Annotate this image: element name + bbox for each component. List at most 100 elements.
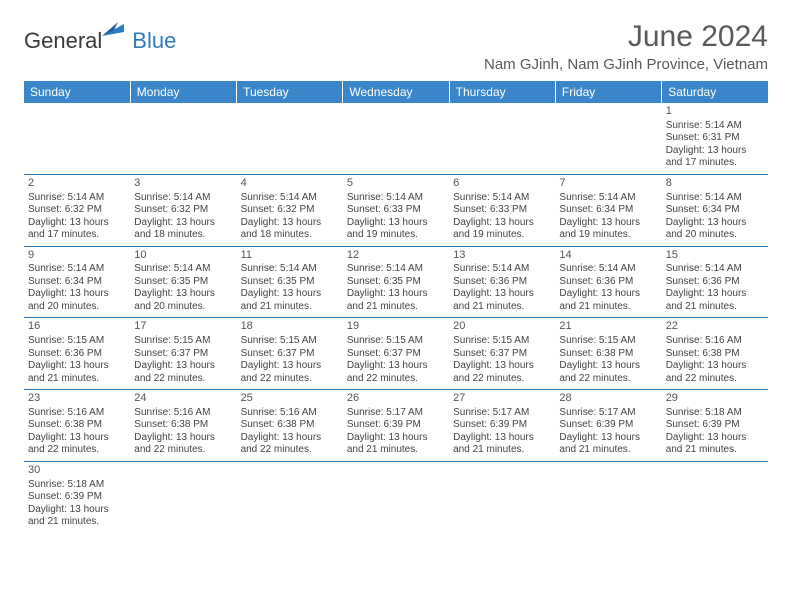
header: General Blue June 2024 Nam GJinh, Nam GJ… (24, 20, 768, 73)
day-info: Sunrise: 5:14 AMSunset: 6:33 PMDaylight:… (347, 192, 445, 242)
weekday-header: Thursday (449, 81, 555, 103)
day-number: 16 (28, 320, 126, 334)
day-info: Sunrise: 5:15 AMSunset: 6:37 PMDaylight:… (134, 335, 232, 385)
day-info: Sunrise: 5:14 AMSunset: 6:32 PMDaylight:… (28, 192, 126, 242)
calendar-body: 1Sunrise: 5:14 AMSunset: 6:31 PMDaylight… (24, 103, 768, 533)
title-block: June 2024 Nam GJinh, Nam GJinh Province,… (484, 20, 768, 73)
day-number: 9 (28, 249, 126, 263)
day-info: Sunrise: 5:15 AMSunset: 6:37 PMDaylight:… (347, 335, 445, 385)
day-info: Sunrise: 5:17 AMSunset: 6:39 PMDaylight:… (347, 407, 445, 457)
calendar-cell (662, 461, 768, 532)
day-info: Sunrise: 5:14 AMSunset: 6:36 PMDaylight:… (559, 263, 657, 313)
day-info: Sunrise: 5:14 AMSunset: 6:35 PMDaylight:… (134, 263, 232, 313)
day-number: 17 (134, 320, 232, 334)
calendar-cell: 25Sunrise: 5:16 AMSunset: 6:38 PMDayligh… (237, 390, 343, 462)
calendar-cell: 11Sunrise: 5:14 AMSunset: 6:35 PMDayligh… (237, 246, 343, 318)
page-title: June 2024 (484, 20, 768, 54)
day-number: 3 (134, 177, 232, 191)
calendar-cell: 19Sunrise: 5:15 AMSunset: 6:37 PMDayligh… (343, 318, 449, 390)
calendar-cell (130, 103, 236, 174)
day-number: 29 (666, 392, 764, 406)
day-info: Sunrise: 5:14 AMSunset: 6:34 PMDaylight:… (559, 192, 657, 242)
calendar-cell: 26Sunrise: 5:17 AMSunset: 6:39 PMDayligh… (343, 390, 449, 462)
brand-text-2: Blue (132, 28, 176, 54)
calendar-row: 9Sunrise: 5:14 AMSunset: 6:34 PMDaylight… (24, 246, 768, 318)
day-info: Sunrise: 5:18 AMSunset: 6:39 PMDaylight:… (28, 479, 126, 529)
calendar-cell: 20Sunrise: 5:15 AMSunset: 6:37 PMDayligh… (449, 318, 555, 390)
day-number: 4 (241, 177, 339, 191)
day-number: 1 (666, 105, 764, 119)
day-info: Sunrise: 5:14 AMSunset: 6:33 PMDaylight:… (453, 192, 551, 242)
weekday-header: Friday (555, 81, 661, 103)
calendar-cell: 4Sunrise: 5:14 AMSunset: 6:32 PMDaylight… (237, 174, 343, 246)
day-info: Sunrise: 5:16 AMSunset: 6:38 PMDaylight:… (28, 407, 126, 457)
day-info: Sunrise: 5:14 AMSunset: 6:35 PMDaylight:… (347, 263, 445, 313)
calendar-cell: 15Sunrise: 5:14 AMSunset: 6:36 PMDayligh… (662, 246, 768, 318)
calendar-cell: 5Sunrise: 5:14 AMSunset: 6:33 PMDaylight… (343, 174, 449, 246)
calendar-cell (237, 103, 343, 174)
day-info: Sunrise: 5:16 AMSunset: 6:38 PMDaylight:… (134, 407, 232, 457)
weekday-header: Monday (130, 81, 236, 103)
day-number: 6 (453, 177, 551, 191)
day-info: Sunrise: 5:14 AMSunset: 6:31 PMDaylight:… (666, 120, 764, 170)
calendar-row: 2Sunrise: 5:14 AMSunset: 6:32 PMDaylight… (24, 174, 768, 246)
day-number: 15 (666, 249, 764, 263)
day-number: 8 (666, 177, 764, 191)
calendar-cell (343, 103, 449, 174)
day-number: 26 (347, 392, 445, 406)
calendar-cell: 13Sunrise: 5:14 AMSunset: 6:36 PMDayligh… (449, 246, 555, 318)
day-number: 7 (559, 177, 657, 191)
calendar-cell (237, 461, 343, 532)
day-info: Sunrise: 5:14 AMSunset: 6:34 PMDaylight:… (28, 263, 126, 313)
calendar-cell (555, 461, 661, 532)
day-info: Sunrise: 5:15 AMSunset: 6:38 PMDaylight:… (559, 335, 657, 385)
calendar-cell: 16Sunrise: 5:15 AMSunset: 6:36 PMDayligh… (24, 318, 130, 390)
calendar-cell: 23Sunrise: 5:16 AMSunset: 6:38 PMDayligh… (24, 390, 130, 462)
calendar-cell: 10Sunrise: 5:14 AMSunset: 6:35 PMDayligh… (130, 246, 236, 318)
calendar-cell: 18Sunrise: 5:15 AMSunset: 6:37 PMDayligh… (237, 318, 343, 390)
weekday-header: Wednesday (343, 81, 449, 103)
calendar-cell: 17Sunrise: 5:15 AMSunset: 6:37 PMDayligh… (130, 318, 236, 390)
day-number: 11 (241, 249, 339, 263)
flag-icon (102, 22, 128, 45)
calendar-row: 23Sunrise: 5:16 AMSunset: 6:38 PMDayligh… (24, 390, 768, 462)
calendar-cell: 14Sunrise: 5:14 AMSunset: 6:36 PMDayligh… (555, 246, 661, 318)
day-info: Sunrise: 5:14 AMSunset: 6:36 PMDaylight:… (453, 263, 551, 313)
weekday-header: Sunday (24, 81, 130, 103)
day-info: Sunrise: 5:16 AMSunset: 6:38 PMDaylight:… (666, 335, 764, 385)
day-info: Sunrise: 5:14 AMSunset: 6:35 PMDaylight:… (241, 263, 339, 313)
calendar-cell: 24Sunrise: 5:16 AMSunset: 6:38 PMDayligh… (130, 390, 236, 462)
day-info: Sunrise: 5:14 AMSunset: 6:34 PMDaylight:… (666, 192, 764, 242)
day-number: 13 (453, 249, 551, 263)
calendar-row: 30Sunrise: 5:18 AMSunset: 6:39 PMDayligh… (24, 461, 768, 532)
calendar-cell: 8Sunrise: 5:14 AMSunset: 6:34 PMDaylight… (662, 174, 768, 246)
day-number: 25 (241, 392, 339, 406)
day-number: 20 (453, 320, 551, 334)
calendar-cell: 21Sunrise: 5:15 AMSunset: 6:38 PMDayligh… (555, 318, 661, 390)
day-info: Sunrise: 5:15 AMSunset: 6:36 PMDaylight:… (28, 335, 126, 385)
calendar-cell: 29Sunrise: 5:18 AMSunset: 6:39 PMDayligh… (662, 390, 768, 462)
day-number: 2 (28, 177, 126, 191)
day-info: Sunrise: 5:14 AMSunset: 6:32 PMDaylight:… (241, 192, 339, 242)
calendar-table: SundayMondayTuesdayWednesdayThursdayFrid… (24, 81, 768, 533)
calendar-cell: 2Sunrise: 5:14 AMSunset: 6:32 PMDaylight… (24, 174, 130, 246)
weekday-header: Saturday (662, 81, 768, 103)
calendar-cell: 9Sunrise: 5:14 AMSunset: 6:34 PMDaylight… (24, 246, 130, 318)
day-info: Sunrise: 5:14 AMSunset: 6:32 PMDaylight:… (134, 192, 232, 242)
calendar-cell (343, 461, 449, 532)
day-info: Sunrise: 5:18 AMSunset: 6:39 PMDaylight:… (666, 407, 764, 457)
brand-logo: General Blue (24, 20, 176, 54)
day-info: Sunrise: 5:16 AMSunset: 6:38 PMDaylight:… (241, 407, 339, 457)
calendar-cell: 22Sunrise: 5:16 AMSunset: 6:38 PMDayligh… (662, 318, 768, 390)
day-number: 18 (241, 320, 339, 334)
calendar-cell: 7Sunrise: 5:14 AMSunset: 6:34 PMDaylight… (555, 174, 661, 246)
day-number: 22 (666, 320, 764, 334)
day-number: 28 (559, 392, 657, 406)
day-number: 27 (453, 392, 551, 406)
day-number: 10 (134, 249, 232, 263)
calendar-cell (24, 103, 130, 174)
calendar-cell: 28Sunrise: 5:17 AMSunset: 6:39 PMDayligh… (555, 390, 661, 462)
calendar-cell: 27Sunrise: 5:17 AMSunset: 6:39 PMDayligh… (449, 390, 555, 462)
day-info: Sunrise: 5:14 AMSunset: 6:36 PMDaylight:… (666, 263, 764, 313)
calendar-cell (449, 103, 555, 174)
